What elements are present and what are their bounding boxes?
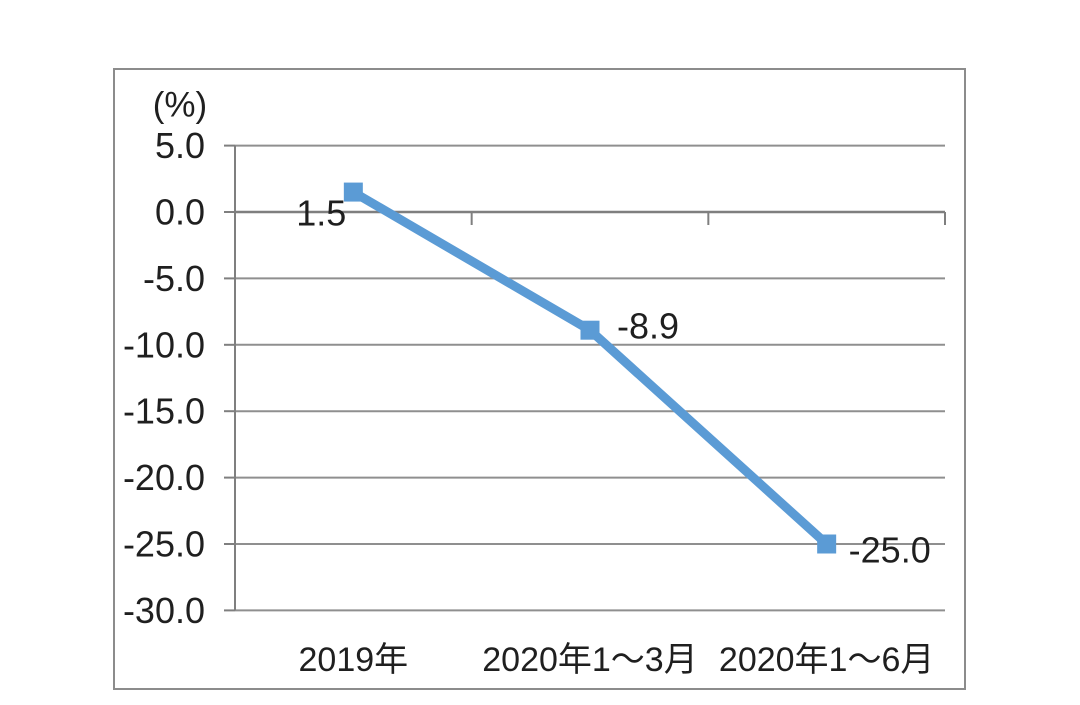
data-point-label: -8.9	[617, 306, 679, 347]
y-tick-label: -5.0	[143, 258, 205, 299]
y-tick-label: -20.0	[123, 457, 205, 498]
y-tick-label: -10.0	[123, 324, 205, 365]
y-tick-label: -30.0	[123, 590, 205, 631]
x-category-label: 2020年1～3月	[482, 641, 697, 679]
x-category-label: 2020年1～6月	[719, 641, 934, 679]
data-point-marker	[817, 534, 837, 554]
series-line	[351, 188, 830, 548]
chart-frame	[113, 68, 966, 690]
data-point-label: -25.0	[849, 530, 931, 571]
data-point-marker	[343, 182, 363, 202]
y-axis-unit-label: (%)	[153, 86, 207, 125]
y-tick-label: -25.0	[123, 524, 205, 565]
data-point-label: 1.5	[296, 193, 346, 234]
data-point-marker	[580, 320, 600, 340]
y-tick-label: -15.0	[123, 391, 205, 432]
x-category-label: 2019年	[299, 641, 409, 679]
y-tick-label: 5.0	[155, 125, 205, 166]
y-tick-label: 0.0	[155, 192, 205, 233]
